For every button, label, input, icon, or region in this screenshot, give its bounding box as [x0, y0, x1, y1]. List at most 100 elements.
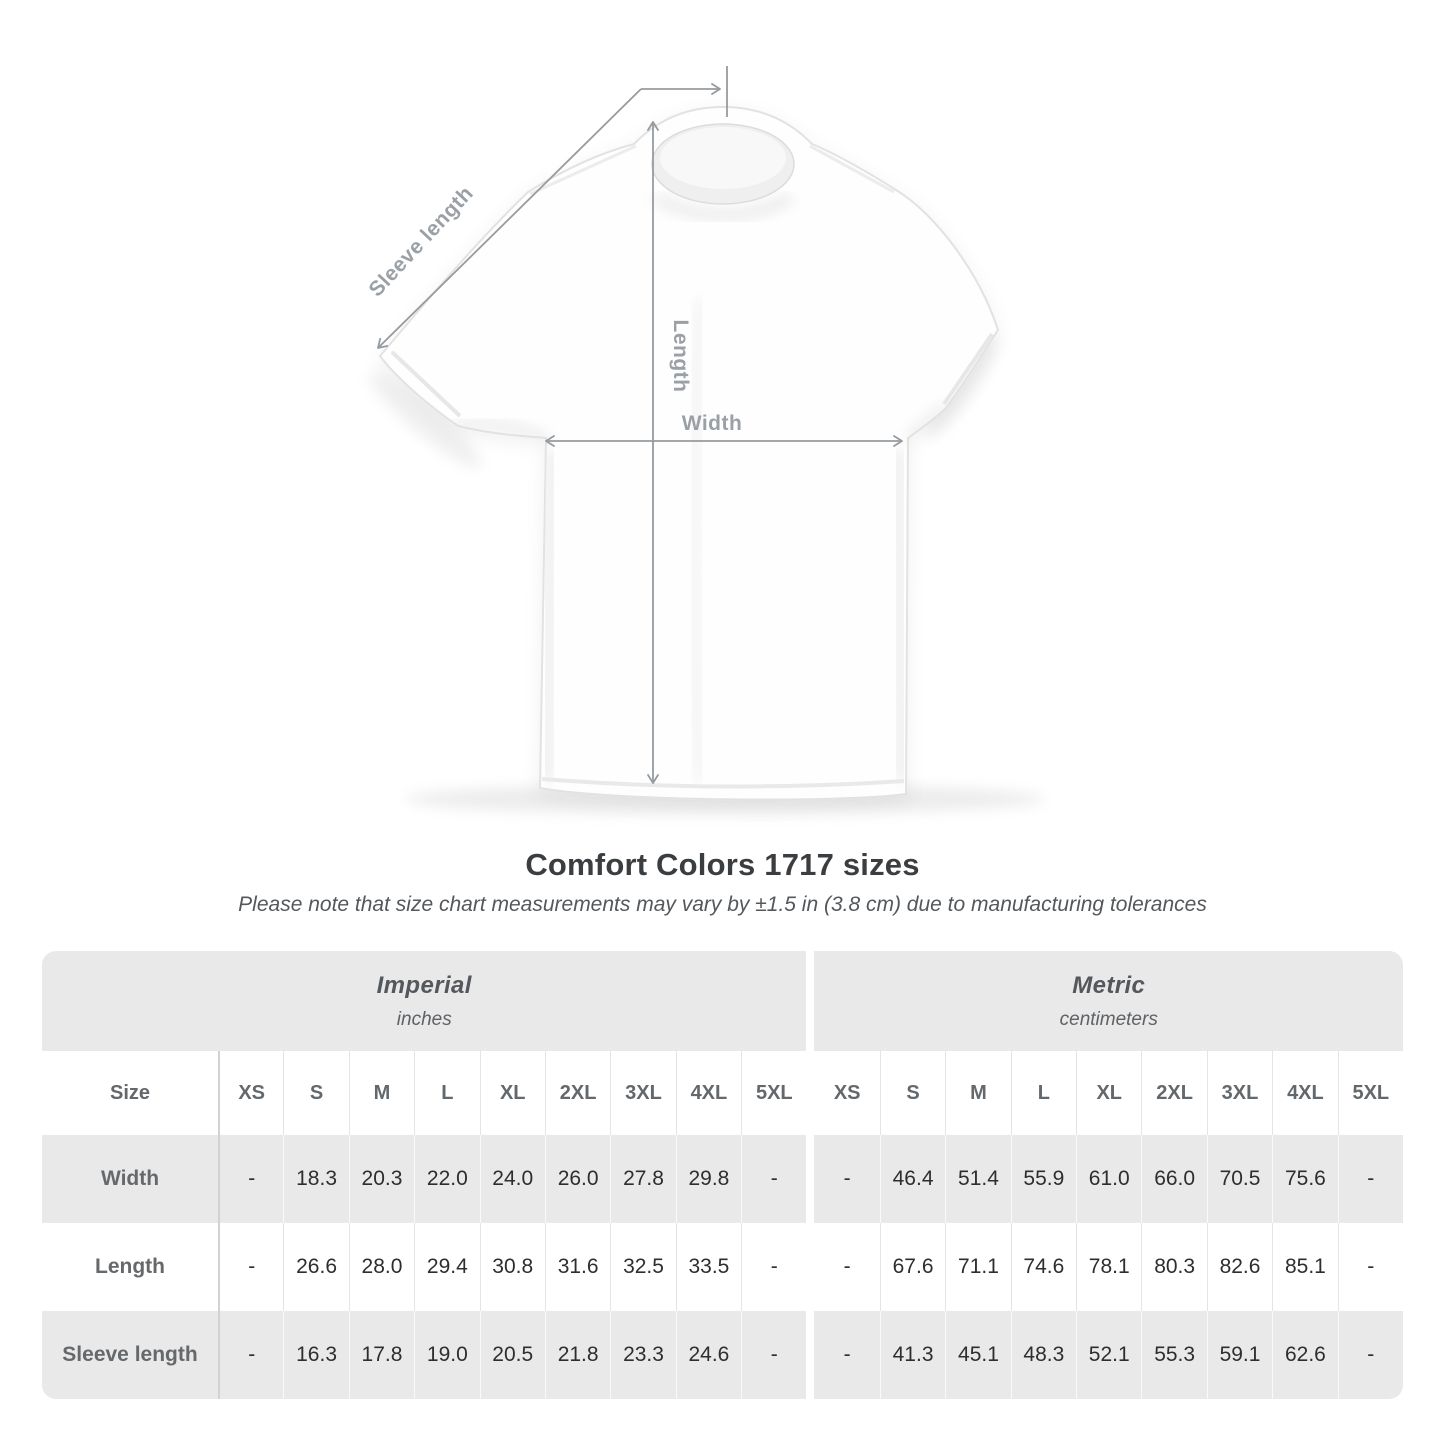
value-cell-imperial: 33.5 [675, 1223, 742, 1311]
value-cell-imperial: 17.8 [348, 1311, 415, 1399]
value-cell-imperial: 26.6 [283, 1223, 349, 1311]
size-col-header-imperial: S [283, 1051, 349, 1135]
value-cell-imperial: 20.3 [348, 1135, 415, 1223]
value-cell-imperial: 26.0 [544, 1135, 611, 1223]
size-col-header-metric: 2XL [1141, 1051, 1207, 1135]
size-col-header-metric: XS [814, 1051, 880, 1135]
value-cell-imperial: 27.8 [610, 1135, 676, 1223]
value-cell-imperial: - [218, 1135, 284, 1223]
value-cell-metric: 45.1 [945, 1311, 1011, 1399]
tshirt-graphic [379, 106, 999, 801]
value-cell-imperial: 16.3 [283, 1311, 349, 1399]
sleeve-length-diagonal-arrow [377, 88, 642, 349]
value-cell-metric: 74.6 [1010, 1223, 1077, 1311]
value-cell-metric: 52.1 [1076, 1311, 1142, 1399]
size-col-header-metric: 3XL [1206, 1051, 1273, 1135]
value-cell-imperial: 24.0 [479, 1135, 545, 1223]
value-cell-metric: 66.0 [1141, 1135, 1207, 1223]
value-cell-metric: 51.4 [945, 1135, 1011, 1223]
imperial-title: Imperial [376, 971, 472, 999]
size-col-header-imperial: XL [479, 1051, 545, 1135]
value-cell-metric: - [1337, 1223, 1403, 1311]
value-cell-metric: - [814, 1311, 880, 1399]
value-cell-metric: 59.1 [1206, 1311, 1273, 1399]
value-cell-imperial: 29.4 [414, 1223, 480, 1311]
size-col-header-imperial: 2XL [544, 1051, 611, 1135]
value-cell-metric: - [1337, 1135, 1403, 1223]
page-title: Comfort Colors 1717 sizes [525, 847, 920, 882]
value-cell-metric: 46.4 [879, 1135, 946, 1223]
value-cell-metric: 70.5 [1206, 1135, 1273, 1223]
value-cell-imperial: 28.0 [348, 1223, 415, 1311]
value-cell-metric: 61.0 [1076, 1135, 1142, 1223]
length-label: Length [669, 320, 692, 393]
row-label: Length [42, 1223, 218, 1311]
value-cell-metric: 78.1 [1076, 1223, 1142, 1311]
column-gap [806, 1223, 814, 1311]
tshirt-diagram-svg: Sleeve length Length Width [364, 66, 1045, 814]
row-label: Width [42, 1135, 218, 1223]
column-gap [806, 1051, 814, 1135]
value-cell-imperial: - [218, 1223, 284, 1311]
size-col-header-imperial: 4XL [675, 1051, 742, 1135]
tshirt-measurement-diagram: Sleeve length Length Width [364, 66, 1045, 814]
column-gap [806, 1135, 814, 1223]
value-cell-metric: 41.3 [879, 1311, 946, 1399]
value-cell-imperial: 29.8 [675, 1135, 742, 1223]
column-gap [806, 1311, 814, 1399]
value-cell-imperial: - [741, 1223, 807, 1311]
size-col-header-metric: M [945, 1051, 1011, 1135]
value-cell-imperial: 31.6 [544, 1223, 611, 1311]
value-cell-imperial: 20.5 [479, 1311, 545, 1399]
width-label: Width [682, 412, 743, 435]
value-cell-imperial: - [741, 1311, 807, 1399]
value-cell-metric: 80.3 [1141, 1223, 1207, 1311]
size-col-header-metric: S [879, 1051, 946, 1135]
value-cell-imperial: - [218, 1311, 284, 1399]
value-cell-metric: 67.6 [879, 1223, 946, 1311]
value-cell-imperial: 18.3 [283, 1135, 349, 1223]
value-cell-metric: - [1337, 1311, 1403, 1399]
value-cell-imperial: 24.6 [675, 1311, 742, 1399]
value-cell-metric: 55.9 [1010, 1135, 1077, 1223]
imperial-header-band: Imperial inches [42, 951, 807, 1051]
imperial-unit: inches [396, 1008, 452, 1030]
metric-header-band: Metric centimeters [814, 951, 1403, 1051]
metric-unit: centimeters [1059, 1008, 1158, 1030]
size-col-header-imperial: 5XL [741, 1051, 807, 1135]
value-cell-metric: - [814, 1135, 880, 1223]
value-cell-imperial: 19.0 [414, 1311, 480, 1399]
size-col-header-metric: 4XL [1272, 1051, 1338, 1135]
size-col-header-imperial: 3XL [610, 1051, 676, 1135]
value-cell-imperial: 23.3 [610, 1311, 676, 1399]
value-cell-imperial: 22.0 [414, 1135, 480, 1223]
value-cell-imperial: - [741, 1135, 807, 1223]
size-col-header-imperial: XS [218, 1051, 284, 1135]
value-cell-metric: 55.3 [1141, 1311, 1207, 1399]
value-cell-metric: 48.3 [1010, 1311, 1077, 1399]
value-cell-metric: - [814, 1223, 880, 1311]
value-cell-metric: 82.6 [1206, 1223, 1273, 1311]
size-col-header-imperial: M [348, 1051, 415, 1135]
size-col-header-imperial: L [414, 1051, 480, 1135]
value-cell-imperial: 21.8 [544, 1311, 611, 1399]
metric-title: Metric [1072, 971, 1146, 999]
tolerance-note: Please note that size chart measurements… [238, 893, 1207, 916]
value-cell-imperial: 32.5 [610, 1223, 676, 1311]
size-corner-header: Size [42, 1051, 218, 1135]
value-cell-metric: 75.6 [1272, 1135, 1338, 1223]
column-gap [806, 951, 814, 1051]
measurement-arrows [377, 66, 903, 784]
tshirt-body [379, 106, 999, 801]
size-col-header-metric: XL [1076, 1051, 1142, 1135]
value-cell-metric: 62.6 [1272, 1311, 1338, 1399]
value-cell-metric: 85.1 [1272, 1223, 1338, 1311]
tshirt-shading [390, 144, 994, 789]
collar [651, 123, 795, 205]
value-cell-metric: 71.1 [945, 1223, 1011, 1311]
size-col-header-metric: 5XL [1337, 1051, 1403, 1135]
value-cell-imperial: 30.8 [479, 1223, 545, 1311]
size-col-header-metric: L [1010, 1051, 1077, 1135]
row-label: Sleeve length [42, 1311, 218, 1399]
